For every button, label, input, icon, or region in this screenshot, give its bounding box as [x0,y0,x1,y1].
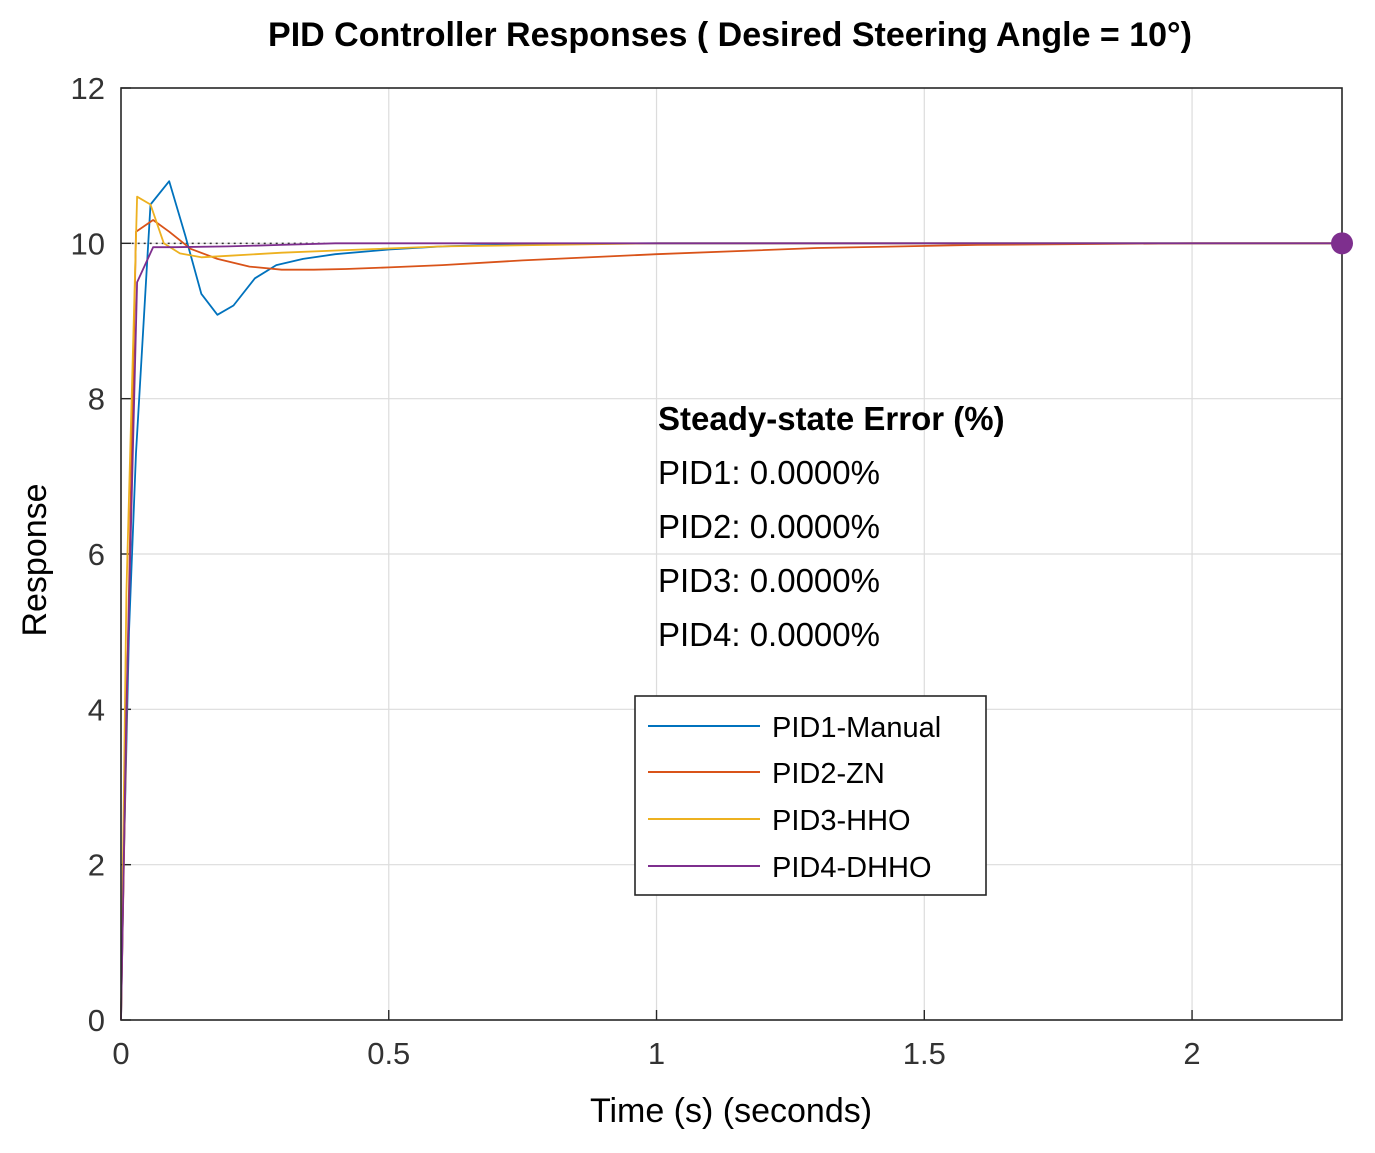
series-line-pid4-dhho [120,242,1342,1021]
chart-title: PID Controller Responses ( Desired Steer… [268,16,1192,54]
steady-state-error-annotation: Steady-state Error (%) PID1: 0.0000% PID… [658,400,1005,653]
y-tick-label: 8 [88,382,105,417]
y-axis-label: Response [16,483,54,636]
legend-entry-pid4: PID4-DHHO [772,852,932,884]
y-tick-label: 12 [71,71,105,106]
y-tick-label: 10 [71,226,105,261]
x-tick-label: 1 [648,1036,665,1071]
x-tick-label: 1.5 [903,1036,946,1071]
y-tick-label: 2 [88,848,105,883]
tick-labels: 0 0.5 1 1.5 2 0 2 4 6 8 10 12 [71,71,1201,1071]
y-tick-label: 4 [88,692,105,727]
annotation-line-pid2: PID2: 0.0000% [658,508,880,545]
y-tick-label: 0 [88,1003,105,1038]
axes-box [120,87,1343,1021]
annotation-line-pid3: PID3: 0.0000% [658,562,880,599]
y-tick-label: 6 [88,537,105,572]
x-tick-label: 0.5 [367,1036,410,1071]
x-tick-label: 2 [1183,1036,1200,1071]
x-axis-label: Time (s) (seconds) [590,1092,872,1130]
endpoint-markers [1331,232,1353,255]
annotation-line-pid1: PID1: 0.0000% [658,454,880,491]
legend-box [634,695,987,896]
series-line-pid2-zn [120,219,1342,1021]
annotation-heading: Steady-state Error (%) [658,400,1005,437]
endpoint-marker [1331,232,1353,255]
series-lines [120,180,1342,1021]
x-tick-label: 0 [112,1036,129,1071]
annotation-line-pid4: PID4: 0.0000% [658,616,880,653]
legend-entry-pid1: PID1-Manual [772,712,941,744]
legend: PID1-Manual PID2-ZN PID3-HHO PID4-DHHO [634,695,987,896]
legend-entry-pid3: PID3-HHO [772,805,911,837]
legend-entry-pid2: PID2-ZN [772,758,885,790]
